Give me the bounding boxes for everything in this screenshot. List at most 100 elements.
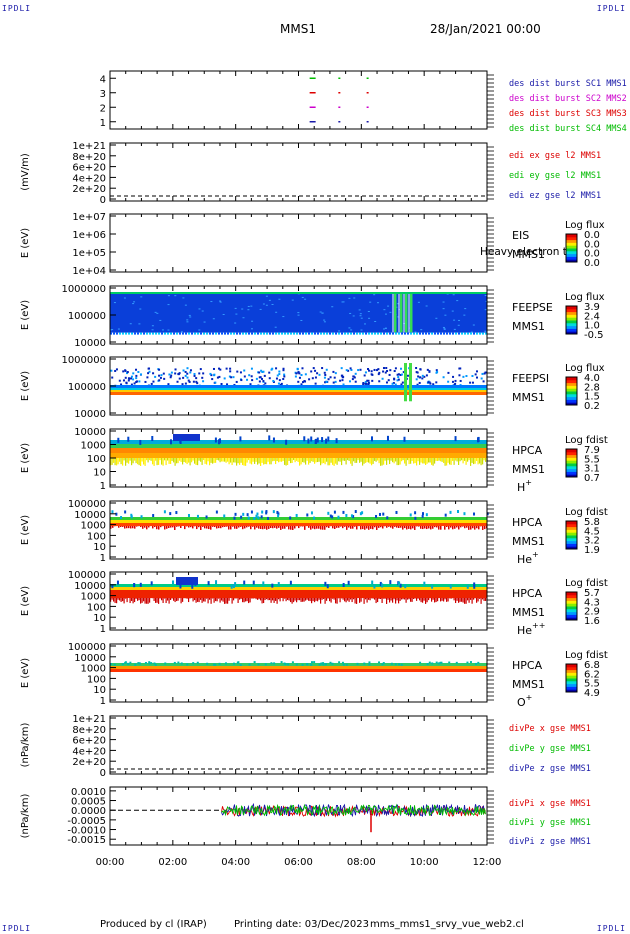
spectrogram-speck: [443, 328, 446, 330]
panel-hpca_he-colorbar-step: [566, 535, 577, 537]
spectrogram-tail: [260, 458, 262, 466]
spectrogram-speck: [324, 381, 327, 384]
spectrogram-edge: [410, 332, 412, 335]
spectrogram-speck: [384, 371, 387, 374]
spectrogram-speck: [391, 382, 394, 385]
spectrogram-speck: [399, 583, 402, 588]
spectrogram-tail: [303, 458, 305, 463]
spectrogram-speck: [356, 662, 359, 665]
spectrogram-tail: [278, 526, 280, 528]
spectrogram-tail: [336, 526, 338, 528]
spectrogram-tail: [239, 458, 241, 465]
spectrogram-tail: [171, 598, 173, 599]
spectrogram-speck: [381, 377, 384, 380]
spectrogram-tail: [166, 526, 168, 529]
spectrogram-speck: [435, 381, 438, 384]
spectrogram-edge: [362, 332, 364, 335]
spectrogram-tail: [342, 526, 344, 529]
spectrogram-tail: [206, 598, 208, 599]
spectrogram-speck: [377, 368, 380, 371]
spectrogram-tail: [168, 526, 170, 529]
spectrogram-speck: [136, 380, 139, 383]
spectrogram-tail: [291, 458, 293, 463]
spectrogram-tail: [448, 526, 450, 530]
panel-eis-colorbar-step: [566, 243, 577, 246]
spectrogram-edge: [452, 332, 454, 335]
panel-feepsi-ytick-label: 10000: [74, 409, 106, 420]
spectrogram-speck: [439, 661, 442, 664]
spectrogram-speck: [277, 582, 280, 587]
spectrogram-edge: [170, 332, 172, 335]
spectrogram-speck: [397, 378, 400, 381]
panel-eis-colorbar-step: [566, 249, 577, 252]
spectrogram-tail: [326, 598, 328, 601]
spectrogram-tail: [455, 598, 457, 604]
spectrogram-speck: [350, 369, 353, 372]
spectrogram-speck: [388, 373, 391, 376]
panel-hpca_he2-ytick-label: 100: [87, 602, 106, 613]
spectrogram-edge: [194, 332, 196, 335]
spectrogram-tail: [398, 458, 400, 466]
spectrogram-tail: [351, 598, 353, 603]
spectrogram-tail: [440, 598, 442, 602]
spectrogram-tail: [117, 458, 119, 465]
spectrogram-edge: [404, 332, 406, 335]
panel-burst-ytick-label: 4: [100, 74, 106, 85]
spectrogram-edge: [143, 332, 145, 335]
spectrogram-tail: [434, 458, 436, 464]
spectrogram-tail: [116, 598, 118, 604]
spectrogram-speck: [111, 584, 114, 589]
spectrogram-tail: [159, 598, 161, 599]
panel-hpca_h-colorbar-step: [566, 457, 577, 460]
panel-burst-ytick-label: 1: [100, 118, 106, 129]
panel-hpca_he-colorbar-step: [566, 528, 577, 530]
spectrogram-tail: [438, 526, 440, 530]
panel-feepsi-colorbar-step: [566, 389, 577, 392]
spectrogram-speck: [383, 309, 386, 311]
spectrogram-speck: [314, 439, 317, 445]
spectrogram-speck: [318, 663, 321, 666]
spectrogram-speck: [426, 663, 429, 666]
panel-feepsi-colorbar-title: Log flux: [565, 363, 605, 374]
spectrogram-speck: [297, 312, 300, 314]
spectrogram-edge: [230, 332, 232, 335]
spectrogram-tail: [458, 458, 460, 465]
spectrogram-speck: [389, 311, 392, 313]
spectrogram-tail: [164, 598, 166, 599]
panel-eis-colorbar-step: [566, 235, 577, 238]
spectrogram-speck: [396, 373, 399, 376]
spectrogram-tail: [124, 526, 126, 529]
spectrogram-speck: [310, 663, 313, 666]
spectrogram-tail: [443, 458, 445, 464]
spectrogram-speck: [251, 320, 254, 322]
spectrogram-speck: [442, 301, 445, 303]
spectrogram-tail: [359, 598, 361, 603]
spectrogram-tail: [198, 598, 200, 603]
spectrogram-speck: [115, 512, 118, 516]
legend-entry: divPi y gse MMS1: [509, 818, 591, 828]
spectrogram-edge: [128, 332, 130, 335]
spectrogram-tail: [312, 526, 314, 529]
panel-divpi-frame: [109, 786, 488, 846]
panel-feepse-colorbar-step: [566, 317, 577, 320]
spectrogram-speck: [226, 383, 229, 386]
spectrogram-speck: [342, 663, 345, 666]
spectrogram-speck: [352, 515, 355, 519]
spectrogram-speck: [122, 379, 125, 382]
spectrogram-speck: [198, 372, 201, 375]
spectrogram-edge: [395, 332, 397, 335]
x-tick-label: 06:00: [284, 857, 313, 868]
spectrogram-tail: [267, 598, 269, 601]
spectrogram-speck: [394, 383, 397, 386]
spectrogram-speck: [373, 294, 376, 296]
panel-hpca_o-species-label: O+: [517, 693, 532, 709]
spectrogram-tail: [364, 526, 366, 530]
spectrogram-speck: [159, 376, 162, 379]
spectrogram-tail: [218, 598, 220, 599]
spectrogram-tail: [339, 598, 341, 603]
spectrogram-speck: [138, 323, 141, 325]
spectrogram-speck: [289, 580, 292, 585]
spectrogram-speck: [138, 380, 141, 383]
spectrogram-tail: [462, 598, 464, 603]
spectrogram-speck: [242, 512, 245, 516]
